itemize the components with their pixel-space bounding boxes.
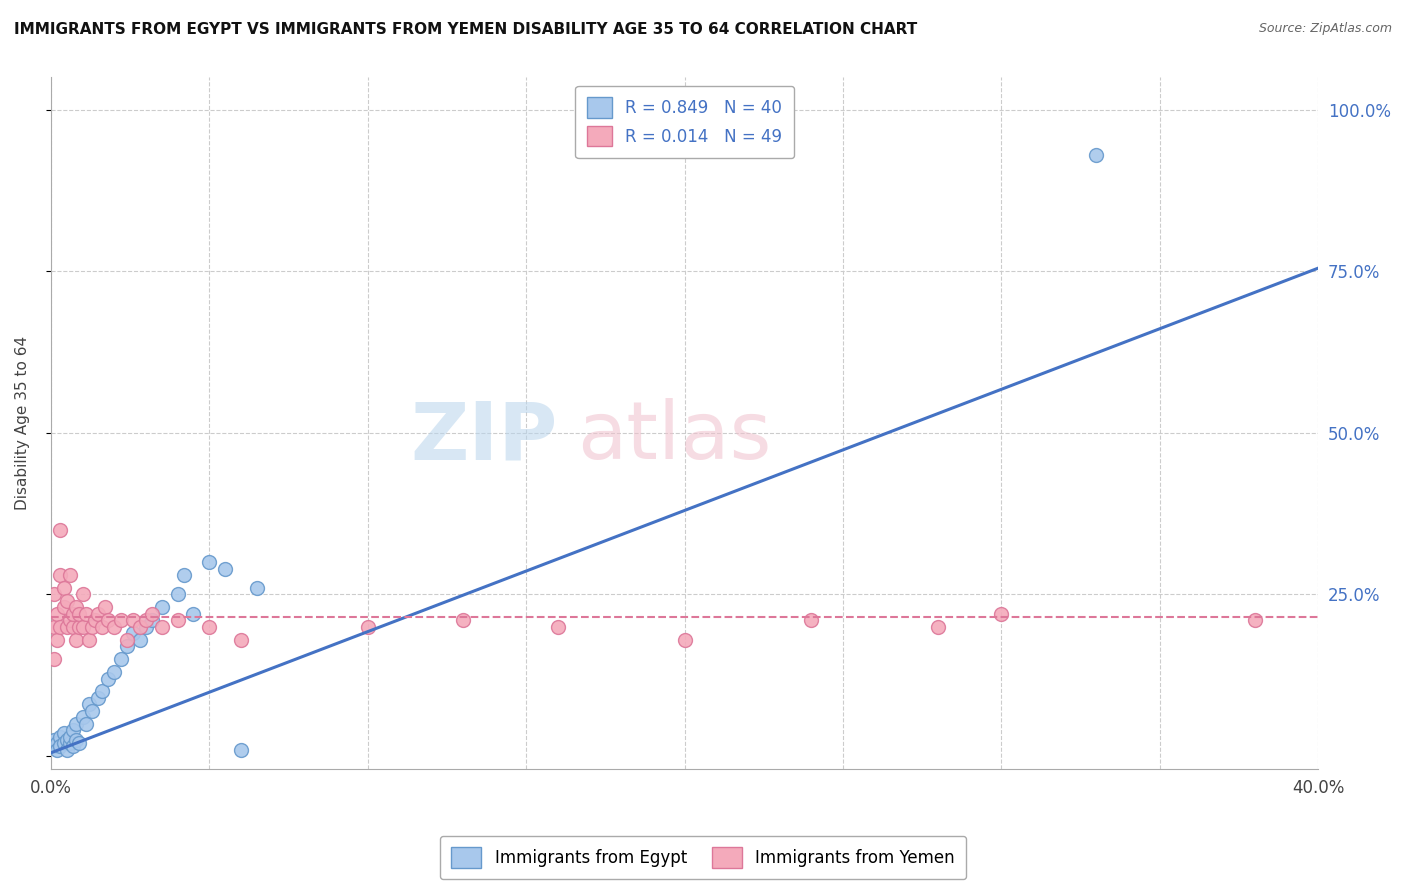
Point [229,632,252,647]
Point [49,739,72,754]
Point [150,620,173,634]
Point [122,613,145,627]
Point [110,613,132,627]
Point [59,613,82,627]
Point [122,626,145,640]
Point [55,742,77,756]
Point [46,607,69,621]
Point [52,600,75,615]
Point [75,716,97,731]
Text: IMMIGRANTS FROM EGYPT VS IMMIGRANTS FROM YEMEN DISABILITY AGE 35 TO 64 CORRELATI: IMMIGRANTS FROM EGYPT VS IMMIGRANTS FROM… [14,22,917,37]
Point [55,732,77,747]
Point [55,594,77,608]
Point [214,561,236,575]
Point [62,723,84,738]
Point [46,742,69,756]
Point [800,613,823,627]
Point [673,632,696,647]
Point [77,698,100,712]
Point [75,607,97,621]
Text: ZIP: ZIP [411,398,558,476]
Point [927,620,949,634]
Point [547,620,569,634]
Point [128,620,150,634]
Point [103,620,125,634]
Text: Source: ZipAtlas.com: Source: ZipAtlas.com [1258,22,1392,36]
Point [55,620,77,634]
Point [115,632,138,647]
Point [42,732,65,747]
Point [67,607,90,621]
Point [103,665,125,679]
Point [135,613,157,627]
Point [72,587,94,601]
Point [183,607,205,621]
Point [65,632,87,647]
Point [49,568,72,582]
Point [52,736,75,750]
Point [72,710,94,724]
Point [115,639,138,653]
Legend: R = 0.849   N = 40, R = 0.014   N = 49: R = 0.849 N = 40, R = 0.014 N = 49 [575,86,794,158]
Point [141,613,163,627]
Point [128,632,150,647]
Point [52,726,75,740]
Point [59,736,82,750]
Point [150,600,173,615]
Point [198,555,221,569]
Point [97,672,120,686]
Point [229,742,252,756]
Text: atlas: atlas [576,398,772,476]
Point [84,613,107,627]
Y-axis label: Disability Age 35 to 64: Disability Age 35 to 64 [15,336,30,510]
Point [59,568,82,582]
Point [87,690,110,705]
Point [110,652,132,666]
Point [62,739,84,754]
Point [1085,148,1108,162]
Point [59,730,82,744]
Point [135,620,157,634]
Point [72,620,94,634]
Point [451,613,474,627]
Point [52,581,75,595]
Point [42,587,65,601]
Point [166,613,188,627]
Point [49,730,72,744]
Point [42,739,65,754]
Point [65,716,87,731]
Point [67,736,90,750]
Point [65,600,87,615]
Point [42,620,65,634]
Point [97,613,120,627]
Legend: Immigrants from Egypt, Immigrants from Yemen: Immigrants from Egypt, Immigrants from Y… [440,836,966,880]
Point [46,632,69,647]
Point [198,620,221,634]
Point [90,620,112,634]
Point [42,652,65,666]
Point [87,607,110,621]
Point [1244,613,1267,627]
Point [93,600,115,615]
Point [90,684,112,698]
Point [80,620,103,634]
Point [67,620,90,634]
Point [166,587,188,601]
Point [357,620,380,634]
Point [49,523,72,537]
Point [990,607,1012,621]
Point [173,568,195,582]
Point [49,620,72,634]
Point [80,704,103,718]
Point [62,607,84,621]
Point [65,732,87,747]
Point [246,581,269,595]
Point [141,607,163,621]
Point [77,632,100,647]
Point [46,736,69,750]
Point [62,620,84,634]
